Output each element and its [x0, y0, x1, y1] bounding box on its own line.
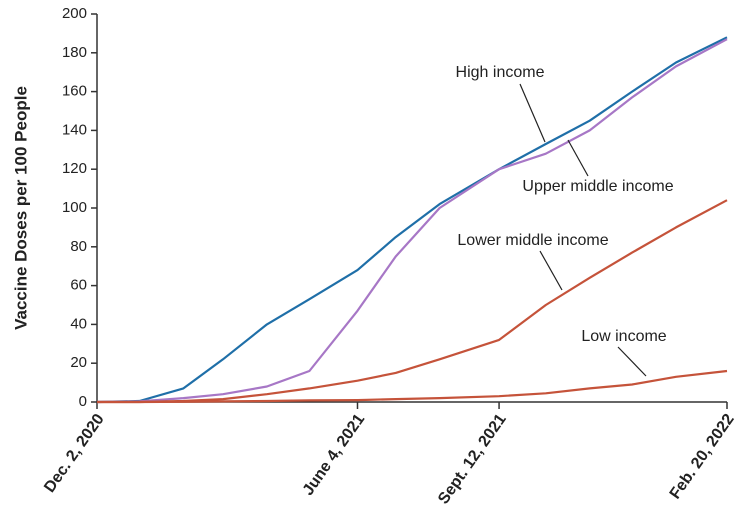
- y-tick-label: 0: [79, 393, 87, 410]
- y-tick-label: 100: [62, 199, 87, 216]
- y-tick-label: 80: [70, 238, 87, 255]
- data-line: [97, 369, 728, 404]
- annotation-leader: [519, 83, 546, 143]
- y-tick-label: 40: [70, 315, 87, 332]
- x-tick-label: June 4, 2021: [300, 411, 369, 499]
- x-tick-label: Feb. 20, 2022: [667, 411, 738, 502]
- y-tick-label: 20: [70, 354, 87, 371]
- series-label: High income: [456, 64, 545, 81]
- y-axis-label: Vaccine Doses per 100 People: [11, 86, 30, 330]
- data-line: [97, 199, 728, 404]
- x-tick-label: Sept. 12, 2021: [435, 411, 510, 508]
- y-tick-label: 60: [70, 277, 87, 294]
- y-tick-label: 180: [62, 44, 87, 61]
- y-tick-label: 200: [62, 5, 87, 22]
- y-tick-label: 140: [62, 121, 87, 138]
- x-tick-label: Dec. 2, 2020: [41, 411, 108, 496]
- annotation-leader: [567, 139, 589, 177]
- annotation-leader: [539, 250, 563, 291]
- y-tick-label: 160: [62, 83, 87, 100]
- series-label: Upper middle income: [522, 178, 673, 195]
- data-line: [96, 38, 728, 404]
- annotation-leader: [617, 346, 647, 377]
- data-line: [96, 36, 728, 404]
- series-label: Low income: [581, 328, 666, 345]
- y-tick-label: 120: [62, 160, 87, 177]
- series-label: Lower middle income: [457, 232, 608, 249]
